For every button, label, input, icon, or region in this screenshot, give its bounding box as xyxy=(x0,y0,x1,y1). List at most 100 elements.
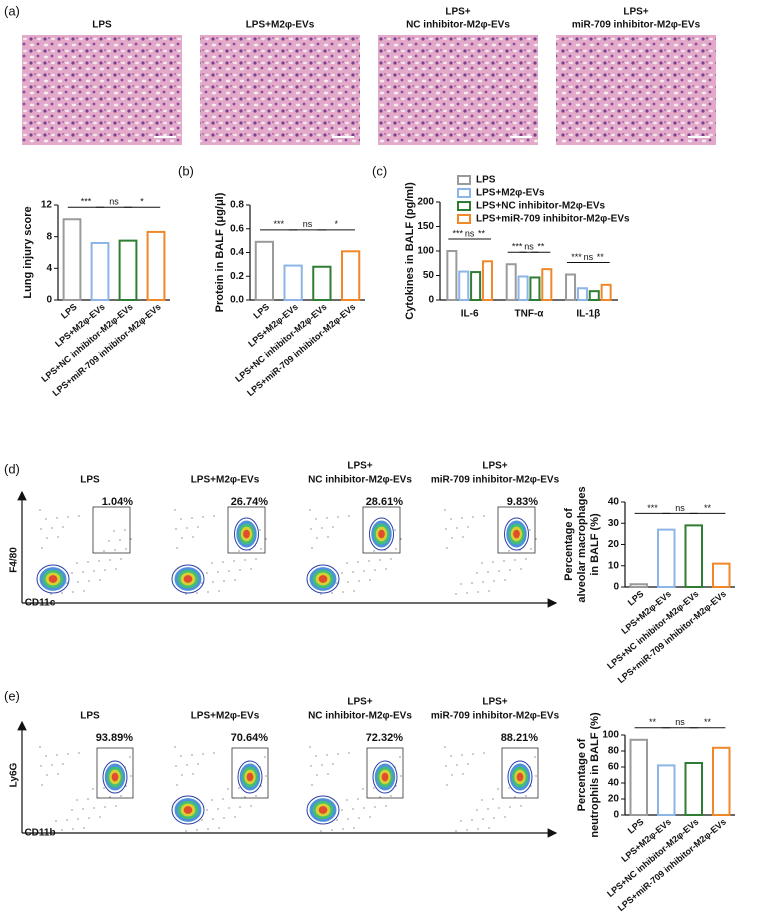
event-dot xyxy=(461,754,463,756)
bar xyxy=(90,242,110,301)
event-dot xyxy=(67,516,69,518)
event-dot xyxy=(320,593,322,595)
contour xyxy=(243,529,250,539)
event-dot xyxy=(125,548,127,550)
bar xyxy=(341,250,361,301)
event-dot xyxy=(196,592,198,594)
event-dot xyxy=(45,518,47,520)
gate xyxy=(96,747,134,799)
event-dot xyxy=(39,746,41,748)
bar xyxy=(505,263,517,302)
event-dot xyxy=(336,582,338,584)
contour xyxy=(111,772,119,782)
event-dot xyxy=(175,528,177,530)
event-dot xyxy=(311,547,313,549)
bar xyxy=(470,271,482,302)
gate xyxy=(231,747,269,799)
event-dot xyxy=(503,797,505,799)
event-dot xyxy=(120,795,122,797)
flow-x-label: CD11b xyxy=(24,828,55,839)
event-dot xyxy=(357,561,359,563)
bar xyxy=(529,276,541,301)
event-dot xyxy=(529,529,531,531)
event-dot xyxy=(504,816,506,818)
event-dot xyxy=(320,830,322,832)
event-dot xyxy=(130,538,132,540)
y-tick-label: 100 xyxy=(602,730,619,741)
event-dot xyxy=(514,796,516,798)
event-dot xyxy=(503,560,505,562)
image-title: LPS xyxy=(92,20,112,31)
y-axis-label: alveolar macrophages xyxy=(576,486,588,602)
event-dot xyxy=(227,551,229,553)
event-dot xyxy=(244,796,246,798)
bar xyxy=(684,762,703,816)
significance-label: ** xyxy=(649,717,657,727)
event-dot xyxy=(509,806,511,808)
event-dot xyxy=(497,551,499,553)
event-dot xyxy=(120,558,122,560)
contour xyxy=(513,529,520,539)
event-dot xyxy=(326,517,328,519)
event-dot xyxy=(341,572,343,574)
event-dot xyxy=(353,590,355,592)
y-tick-label: 60 xyxy=(608,762,620,773)
contour xyxy=(369,517,394,551)
event-dot xyxy=(228,807,230,809)
event-dot xyxy=(250,805,252,807)
event-dot xyxy=(482,818,484,820)
y-tick-label: 200 xyxy=(417,197,434,208)
event-dot xyxy=(93,570,95,572)
y-tick-label: 40 xyxy=(608,497,620,508)
y-tick-label: 20 xyxy=(608,539,620,550)
flow-title: LPS xyxy=(80,475,100,486)
event-dot xyxy=(337,753,339,755)
event-dot xyxy=(211,799,213,801)
event-dot xyxy=(400,538,402,540)
event-dot xyxy=(395,785,397,787)
y-axis-label: Protein in BALF (μg/μl) xyxy=(214,192,226,312)
event-dot xyxy=(309,509,311,511)
y-tick-label: 10 xyxy=(608,560,620,571)
legend-label: LPS xyxy=(476,175,496,186)
flow-title: LPS+M2φ-EVs xyxy=(191,475,260,486)
event-dot xyxy=(530,548,532,550)
event-dot xyxy=(192,536,194,538)
event-dot xyxy=(390,558,392,560)
event-dot xyxy=(92,551,94,553)
x-tick-label: TNF-α xyxy=(515,309,545,320)
bar xyxy=(254,240,274,301)
legend-label: LPS+M2φ-EVs xyxy=(476,188,545,199)
significance-label: ** xyxy=(478,228,486,238)
event-dot xyxy=(197,763,199,765)
gate-percentage: 9.83% xyxy=(507,496,538,508)
event-dot xyxy=(394,529,396,531)
event-dot xyxy=(51,527,53,529)
event-dot xyxy=(213,515,215,517)
event-dot xyxy=(321,764,323,766)
bar xyxy=(629,738,648,816)
event-dot xyxy=(218,827,220,829)
event-dot xyxy=(492,798,494,800)
event-dot xyxy=(108,540,110,542)
gate xyxy=(92,506,131,554)
event-dot xyxy=(40,765,42,767)
event-dot xyxy=(488,827,490,829)
event-dot xyxy=(508,787,510,789)
event-dot xyxy=(202,753,204,755)
event-dot xyxy=(482,581,484,583)
significance-label: ** xyxy=(704,503,712,513)
image-title: LPS+ xyxy=(445,7,470,18)
event-dot xyxy=(467,763,469,765)
event-dot xyxy=(525,795,527,797)
event-dot xyxy=(460,820,462,822)
event-dot xyxy=(316,774,318,776)
event-dot xyxy=(534,756,536,758)
event-dot xyxy=(445,765,447,767)
contour xyxy=(378,529,385,539)
event-dot xyxy=(222,798,224,800)
event-dot xyxy=(342,828,344,830)
contour xyxy=(48,575,58,583)
significance-label: ** xyxy=(597,252,605,262)
